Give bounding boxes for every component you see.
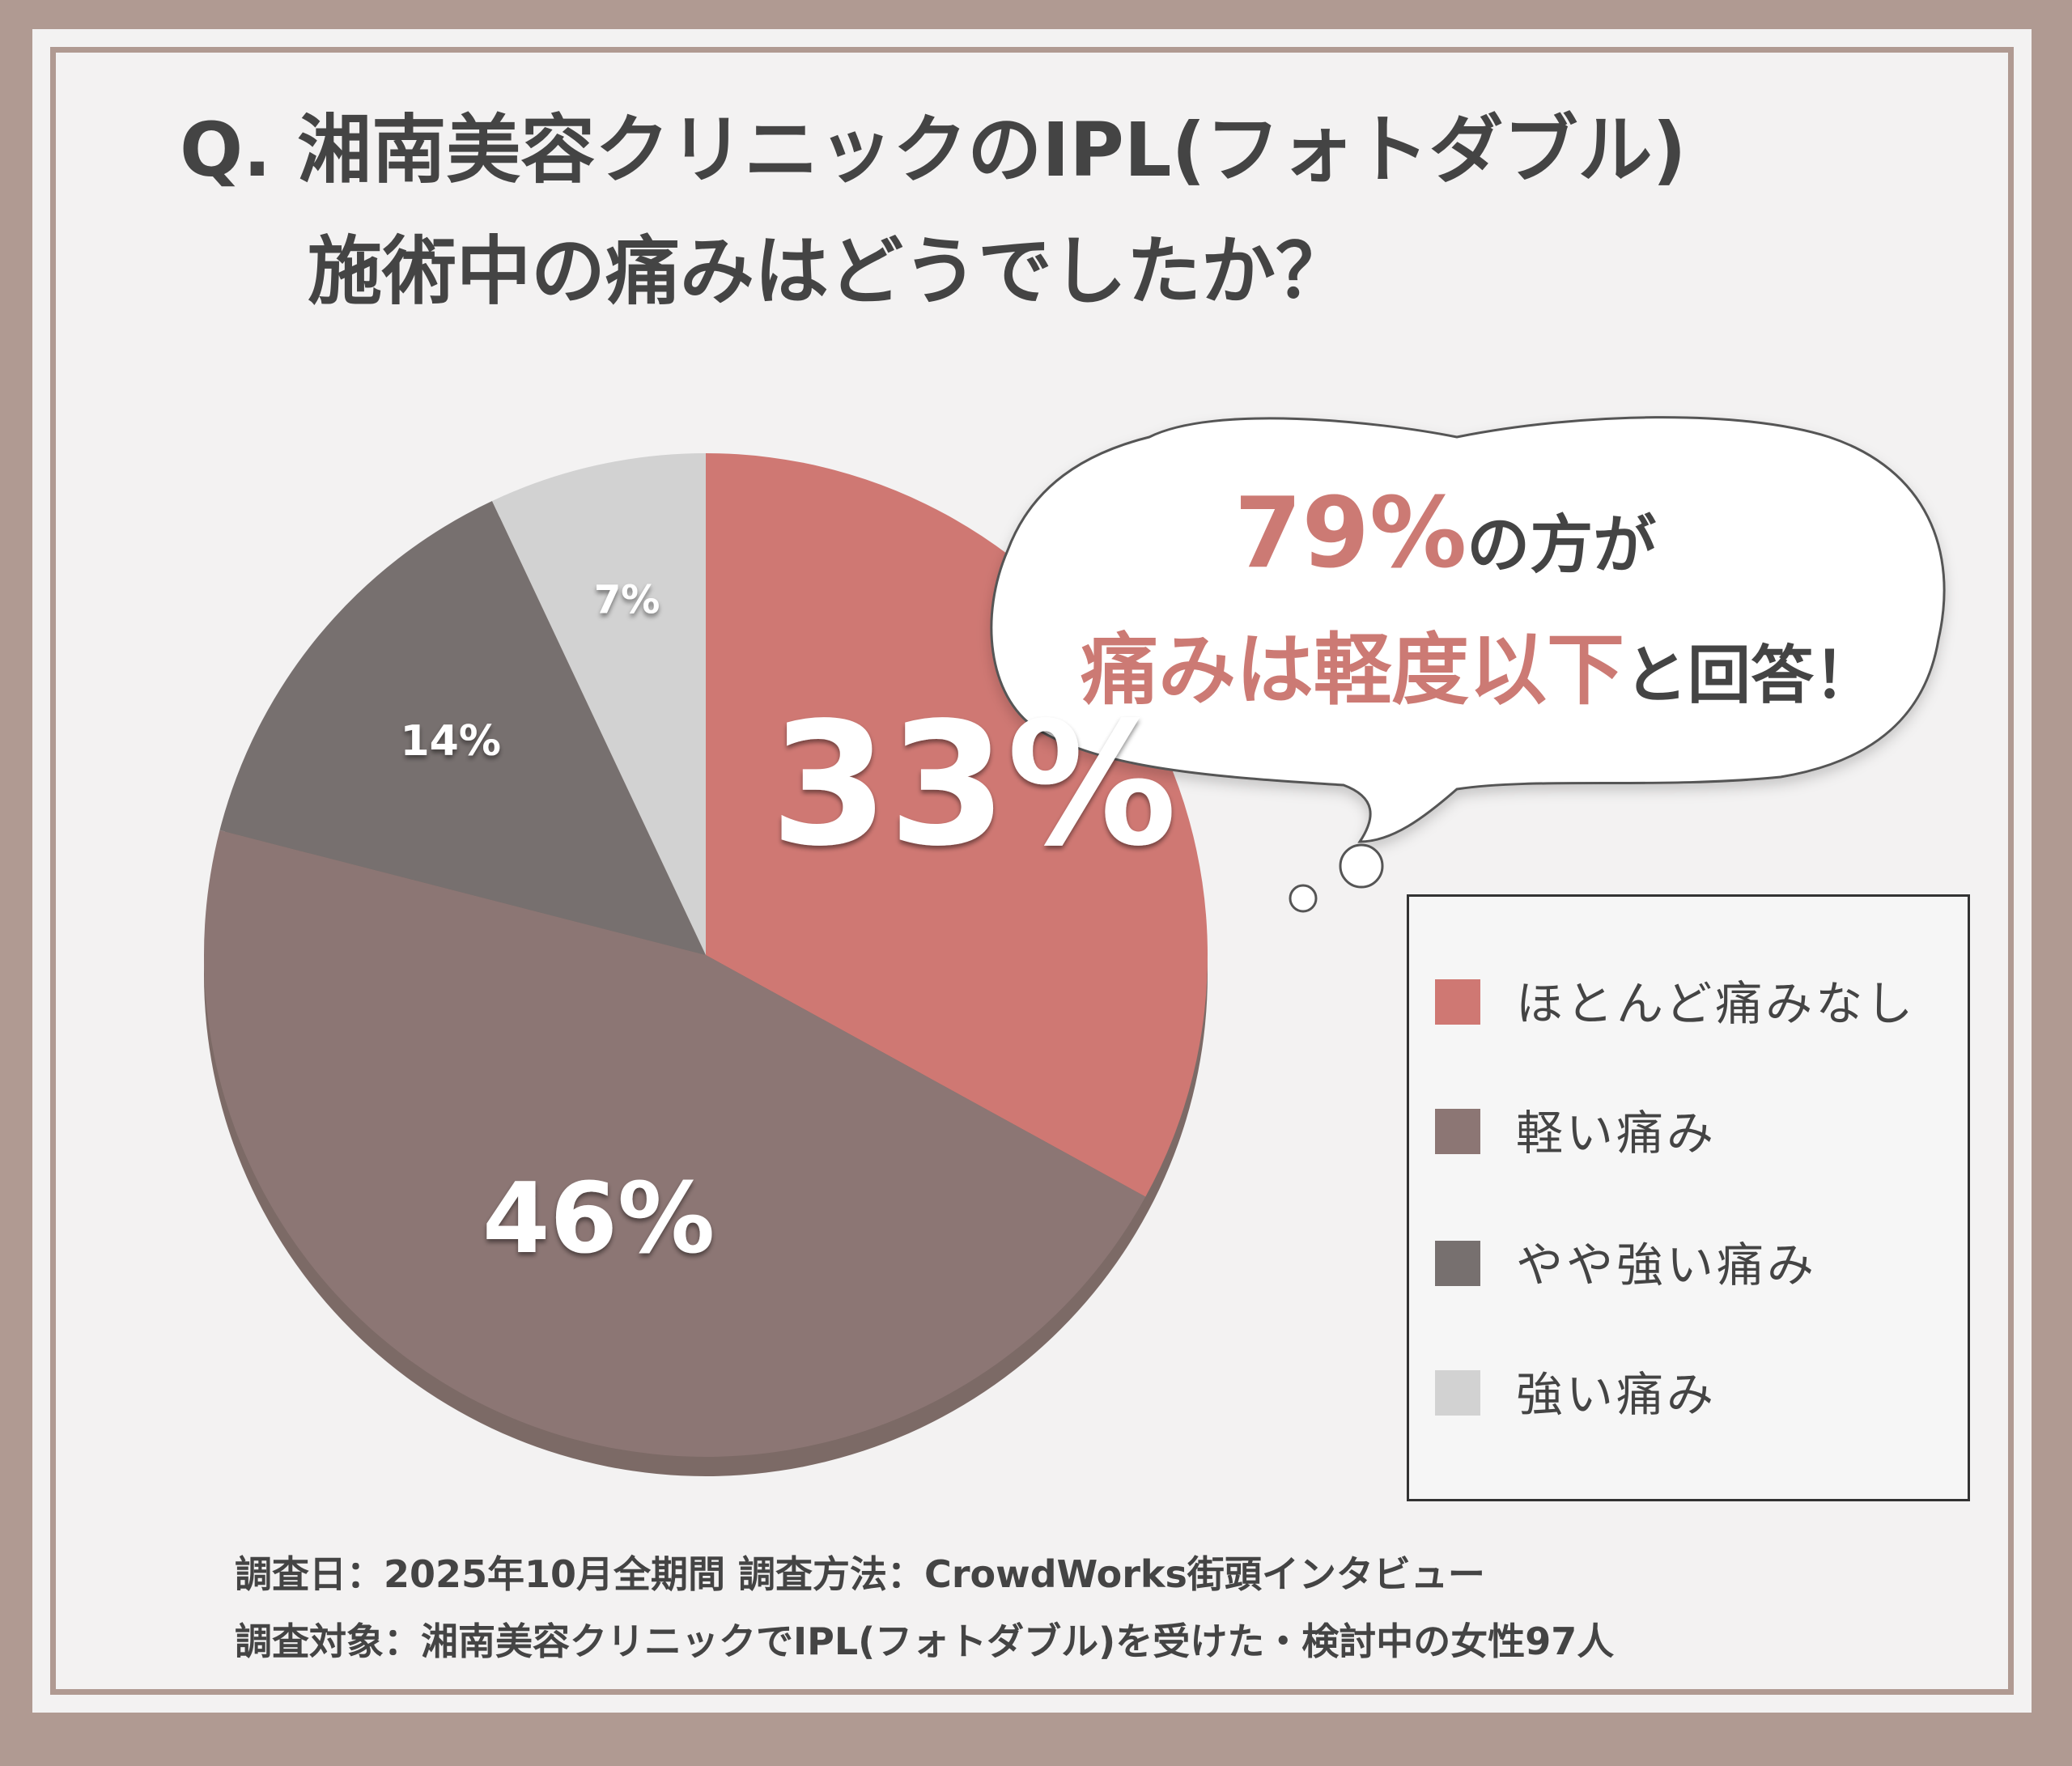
callout-line-2-rest: と回答！ <box>1624 639 1878 712</box>
legend-label-3: やや強い痛み <box>1516 1237 1818 1293</box>
chart-title-line-2: 施術中の痛みはどうでしたか？ <box>308 228 1351 315</box>
legend-label-1: ほとんど痛みなし <box>1516 976 1917 1031</box>
pie-labels: 33% 46% 14% 7% <box>400 577 1177 1276</box>
legend-label-2: 軽い痛み <box>1516 1106 1717 1161</box>
callout-percentage: 79% <box>1234 478 1467 590</box>
pie-slice-mild <box>203 830 1146 1457</box>
callout-line-2: 痛みは軽度以下と回答！ <box>1081 631 1877 709</box>
legend-swatch-3 <box>1435 1241 1480 1286</box>
legend-swatch-4 <box>1435 1370 1480 1416</box>
pie-label-mild: 46% <box>482 1163 715 1276</box>
pie-slice-fairly-strong <box>219 501 706 955</box>
speech-bubble <box>990 416 1946 913</box>
thought-dot-small <box>1289 884 1318 913</box>
chart-legend: ほとんど痛みなし 軽い痛み やや強い痛み 強い痛み <box>1407 894 1970 1501</box>
callout-line-1-rest: の方が <box>1467 509 1657 582</box>
pie-slice-strong <box>492 453 706 955</box>
pie-label-strong: 7% <box>594 577 660 622</box>
inner-border <box>50 47 2014 1695</box>
legend-swatch-1 <box>1435 979 1480 1025</box>
pie-label-fairly-strong: 14% <box>400 717 500 766</box>
speech-bubble-shape <box>990 416 1946 843</box>
legend-swatch-2 <box>1435 1109 1480 1154</box>
callout-highlight: 痛みは軽度以下 <box>1081 625 1624 715</box>
survey-info-line-1: 調査日：2025年10月全期間 調査方法：CrowdWorks街頭インタビュー <box>235 1552 1485 1596</box>
legend-label-4: 強い痛み <box>1516 1367 1717 1422</box>
thought-dot-large <box>1339 843 1384 889</box>
pie-label-none: 33% <box>771 686 1178 884</box>
survey-info-line-2: 調査対象：湘南美容クリニックでIPL(フォトダブル)を受けた・検討中の女性97人 <box>235 1620 1615 1663</box>
chart-title-line-1: Q. 湘南美容クリニックのIPL(フォトダブル) <box>180 107 1687 193</box>
callout-line-1: 79%の方が <box>1234 486 1656 583</box>
